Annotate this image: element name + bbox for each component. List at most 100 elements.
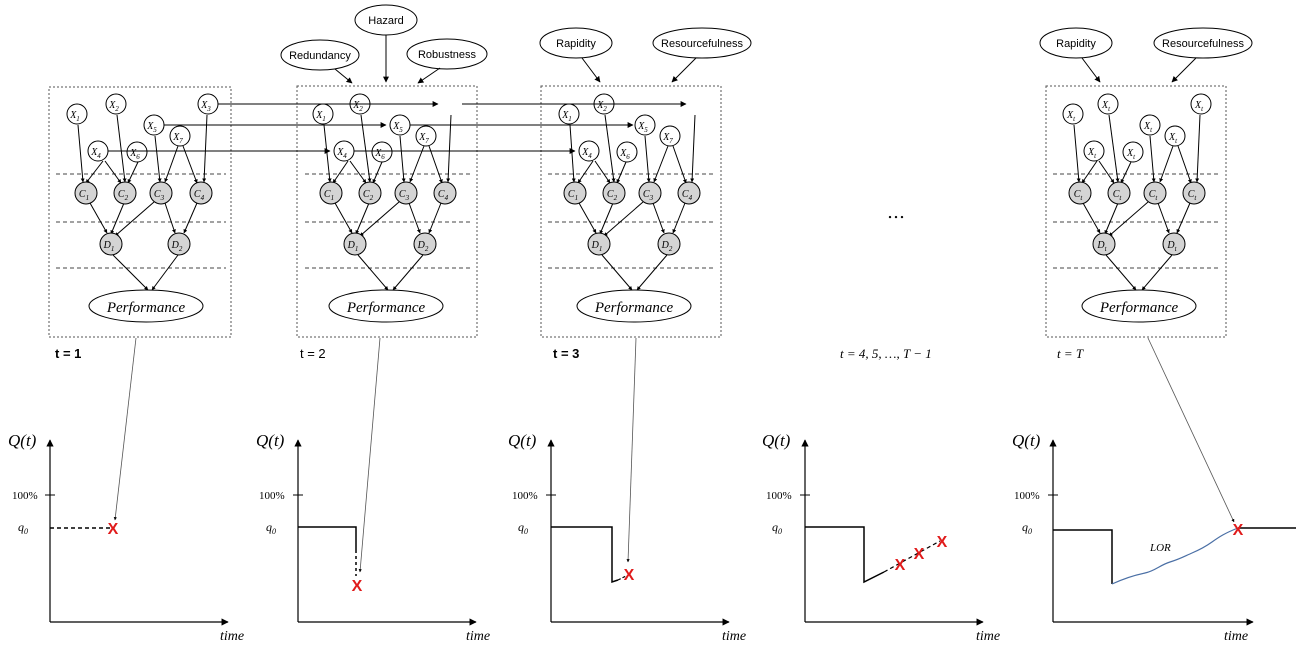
performance-line	[298, 526, 357, 550]
svg-text:Performance: Performance	[1099, 300, 1179, 316]
x-node: Xt	[1139, 114, 1161, 136]
svg-text:Dt: Dt	[1096, 240, 1107, 253]
performance-node: Performance	[328, 289, 444, 323]
svg-text:X4: X4	[336, 147, 347, 160]
performance-node: Performance	[576, 289, 692, 323]
tick-q0: q0	[1022, 520, 1032, 536]
svg-text:X5: X5	[146, 121, 157, 134]
redundancy-node-t2: Redundancy	[280, 39, 360, 71]
x6-node: X6	[616, 141, 638, 163]
d1-node: D1	[99, 232, 123, 256]
d2-node: D2	[167, 232, 191, 256]
svg-text:Xt: Xt	[1143, 121, 1153, 134]
c-node: Ct	[1068, 181, 1092, 205]
c4-node: C4	[189, 181, 213, 205]
quality-plot-tT: Q(t) 100% q0 LOR X time	[1012, 431, 1296, 644]
tick-100: 100%	[1014, 490, 1040, 502]
lor-label: LOR	[1149, 542, 1171, 554]
tick-q0: q0	[18, 520, 28, 536]
svg-text:Xt: Xt	[1126, 148, 1136, 161]
x7-node: X7	[169, 125, 191, 147]
svg-text:D2: D2	[661, 240, 673, 253]
rapidity-node-t3: Rapidity	[539, 27, 613, 59]
performance-node: Performance	[88, 289, 204, 323]
quality-plot-t3: Q(t) 100% q0 X time	[508, 431, 746, 644]
robustness-node-t2: Robustness	[406, 38, 488, 70]
ellipsis-text: …	[887, 202, 905, 223]
svg-text:Ct: Ct	[1074, 189, 1084, 202]
rapidity-label: Rapidity	[556, 38, 596, 50]
tick-q0: q0	[266, 520, 276, 536]
network-panel-t3: X1 X2 X5 X7 X4 X6 C1 C2 C3 C4 D1 D2 Perf…	[540, 85, 722, 361]
performance-marker: X	[895, 557, 906, 574]
svg-text:Performance: Performance	[346, 300, 426, 316]
c4-node: C4	[677, 181, 701, 205]
robustness-label: Robustness	[418, 49, 477, 61]
svg-text:Xt: Xt	[1087, 147, 1097, 160]
hazard-label: Hazard	[368, 15, 403, 27]
x7-node: X7	[415, 125, 437, 147]
svg-text:C2: C2	[118, 189, 129, 202]
svg-text:D1: D1	[347, 240, 359, 253]
performance-node: Performance	[1081, 289, 1197, 323]
svg-text:C4: C4	[194, 189, 205, 202]
x-axis-label: time	[722, 629, 746, 644]
resourcefulness-label: Resourcefulness	[1162, 38, 1244, 50]
svg-text:C4: C4	[438, 189, 449, 202]
x5-node: X5	[389, 114, 411, 136]
svg-text:Xt: Xt	[1168, 132, 1178, 145]
c1-node: C1	[563, 181, 587, 205]
time-step-label: t = 1	[55, 346, 81, 361]
time-step-label: t = 3	[553, 346, 579, 361]
svg-text:Ct: Ct	[1113, 189, 1123, 202]
d2-node: D2	[413, 232, 437, 256]
svg-text:X2: X2	[108, 100, 119, 113]
time-step-label: t = T	[1057, 346, 1084, 361]
x6-node: X6	[371, 141, 393, 163]
network-panel-t2: X1 X2 X5 X7 X4 X6 C1 C2 C3 C4 D1 D2 Perf…	[296, 85, 478, 361]
c2-node: C2	[602, 181, 626, 205]
c3-node: C3	[149, 181, 173, 205]
d1-node: D1	[343, 232, 367, 256]
c3-node: C3	[638, 181, 662, 205]
svg-text:C3: C3	[399, 189, 410, 202]
svg-text:D2: D2	[171, 240, 183, 253]
performance-marker: X	[1233, 522, 1244, 539]
c3-node: C3	[394, 181, 418, 205]
tick-q0: q0	[772, 520, 782, 536]
x2-node: X2	[105, 93, 127, 115]
x-axis-label: time	[466, 629, 490, 644]
svg-text:Performance: Performance	[594, 300, 674, 316]
svg-text:Ct: Ct	[1188, 189, 1198, 202]
c2-node: C2	[358, 181, 382, 205]
x-axis-label: time	[220, 629, 244, 644]
x5-node: X5	[143, 114, 165, 136]
performance-line	[551, 526, 619, 584]
x-node: Xt	[1164, 125, 1186, 147]
x-node: Xt	[1097, 93, 1119, 115]
svg-text:D2: D2	[417, 240, 429, 253]
x-node: Xt	[1190, 93, 1212, 115]
svg-text:C1: C1	[324, 189, 334, 202]
d2-node: D2	[657, 232, 681, 256]
svg-text:X4: X4	[90, 147, 101, 160]
y-axis-label: Q(t)	[508, 431, 537, 450]
c1-node: C1	[319, 181, 343, 205]
recovery-curve	[1111, 527, 1239, 585]
svg-text:X4: X4	[581, 147, 592, 160]
svg-text:C2: C2	[607, 189, 618, 202]
x-node: Xt	[1083, 140, 1105, 162]
network-panel-t1: X1 X2 X3 X5 X7 X4 X6 C1	[48, 86, 232, 361]
quality-plot-t-mid: Q(t) 100% q0 X X X time	[762, 431, 1000, 644]
svg-text:X5: X5	[392, 121, 403, 134]
c-node: Ct	[1182, 181, 1206, 205]
svg-text:X1: X1	[561, 110, 572, 123]
x4-node: X4	[333, 140, 355, 162]
tick-q0: q0	[518, 520, 528, 536]
svg-text:X6: X6	[374, 148, 385, 161]
x3-node: X3	[197, 93, 219, 115]
svg-text:X7: X7	[418, 132, 429, 145]
x4-node: X4	[578, 140, 600, 162]
quality-plot-t1: Q(t) 100% q0 X time	[8, 431, 244, 644]
